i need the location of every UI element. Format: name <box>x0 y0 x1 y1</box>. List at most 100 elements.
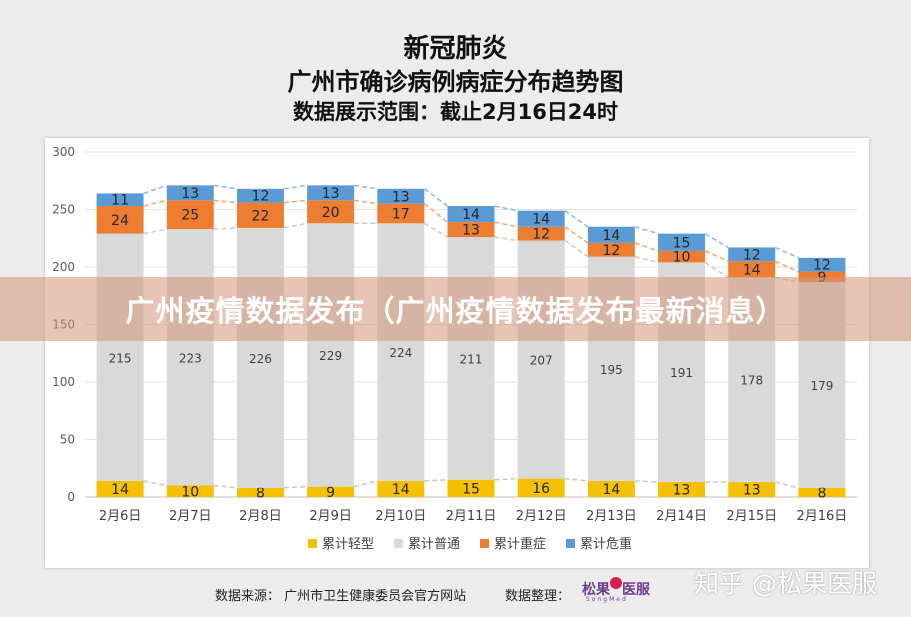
data-label: 14 <box>602 228 620 244</box>
chart-title-line1: 新冠肺炎 <box>403 34 508 64</box>
data-label: 15 <box>462 481 480 497</box>
bar-segment <box>166 485 214 497</box>
x-tick-label: 2月7日 <box>169 509 212 524</box>
data-label: 195 <box>600 363 623 377</box>
bar-segment <box>236 202 284 228</box>
data-label: 13 <box>743 483 761 499</box>
series-connector-line <box>143 480 167 487</box>
bar-segment <box>377 223 425 481</box>
series-connector-line <box>774 260 799 273</box>
bar-segment <box>166 229 214 486</box>
series-connector-line <box>143 228 167 235</box>
bar-segment <box>447 479 495 497</box>
bar-segment <box>728 247 776 262</box>
series-connector-line <box>704 250 729 262</box>
series-connector-line <box>774 246 799 259</box>
data-label: 10 <box>181 484 199 500</box>
data-label: 211 <box>460 352 483 366</box>
bar-segment <box>236 188 284 203</box>
logo-text-right: 医服 <box>622 582 650 598</box>
data-label: 14 <box>392 482 410 498</box>
legend-swatch <box>566 539 575 548</box>
data-label: 14 <box>743 262 761 278</box>
bar-segment <box>377 480 425 497</box>
data-label: 12 <box>252 189 270 205</box>
bar-segment <box>307 223 355 487</box>
x-tick-label: 2月13日 <box>586 509 637 524</box>
series-connector-line <box>283 199 308 204</box>
chart-card: 0501001502002503001421524112月6日102232513… <box>45 138 869 568</box>
series-connector-line <box>213 227 237 230</box>
songmed-logo: 松果 医服 SongMed <box>582 577 658 605</box>
logo-subtext: SongMed <box>586 596 628 603</box>
series-connector-line <box>634 226 659 235</box>
series-connector-line <box>213 184 238 190</box>
bar-segment <box>517 210 565 227</box>
legend-swatch <box>394 539 403 548</box>
series-connector-line <box>213 484 238 489</box>
series-connector-line <box>423 222 448 238</box>
data-label: 10 <box>673 250 691 266</box>
data-label: 9 <box>326 485 335 501</box>
organizer-label: 数据整理： <box>505 589 571 604</box>
bar-segment <box>96 206 144 234</box>
data-label: 12 <box>602 243 620 259</box>
stacked-bar-chart: 0501001502002503001421524112月6日102232513… <box>52 145 857 552</box>
x-tick-label: 2月15日 <box>726 509 777 524</box>
series-connector-line <box>283 222 308 229</box>
data-label: 14 <box>602 482 620 498</box>
data-label: 223 <box>179 351 202 365</box>
legend-label: 累计轻型 <box>322 537 374 552</box>
logo-text-left: 松果 <box>582 582 610 598</box>
series-connector-line <box>213 199 238 204</box>
data-label: 16 <box>532 481 550 497</box>
overlay-banner <box>0 277 911 341</box>
bar-segment <box>658 250 706 263</box>
bar-segment <box>447 222 495 238</box>
bar-segment <box>307 185 355 201</box>
series-connector-line <box>704 233 729 249</box>
series-connector-line <box>775 481 799 489</box>
chart-title-line2: 广州市确诊病例病症分布趋势图 <box>287 68 624 96</box>
series-connector-line <box>494 221 518 228</box>
series-connector-line <box>283 485 308 489</box>
bar-segment <box>307 486 355 497</box>
bar-segment <box>658 233 706 251</box>
y-tick-label: 100 <box>52 375 75 389</box>
data-label: 14 <box>532 212 550 228</box>
series-connector-line <box>354 184 378 190</box>
data-label: 215 <box>109 351 132 365</box>
zhihu-watermark: 知乎 @松果医服 <box>694 569 877 598</box>
bar-segment <box>96 233 144 481</box>
data-label: 178 <box>740 374 763 388</box>
x-tick-label: 2月6日 <box>99 509 142 524</box>
x-tick-label: 2月8日 <box>239 509 282 524</box>
x-tick-label: 2月14日 <box>656 509 707 524</box>
data-label: 11 <box>111 193 129 209</box>
bar-segment <box>447 206 495 223</box>
data-label: 13 <box>181 186 199 202</box>
bar-segment <box>517 226 565 241</box>
series-connector-line <box>634 480 659 483</box>
bar-segment <box>728 482 776 497</box>
y-tick-label: 50 <box>60 433 75 447</box>
series-connector-line <box>634 242 659 252</box>
data-source-text: 数据来源： 广州市卫生健康委员会官方网站 <box>215 589 467 604</box>
bar-segment <box>587 226 635 243</box>
bar-segment <box>96 480 144 497</box>
bar-segment <box>587 242 635 257</box>
bar-segment <box>798 487 846 497</box>
series-connector-line <box>564 226 589 244</box>
data-label: 12 <box>813 258 831 274</box>
series-connector-line <box>634 255 659 264</box>
series-connector-line <box>423 188 448 207</box>
data-label: 13 <box>462 223 480 239</box>
data-label: 15 <box>673 235 691 251</box>
bar-segment <box>798 271 846 282</box>
chart-title-line3: 数据展示范围：截止2月16日24时 <box>292 100 619 124</box>
x-tick-label: 2月16日 <box>796 509 847 524</box>
series-connector-line <box>494 205 518 212</box>
series-connector-line <box>564 210 589 228</box>
bar-segment <box>798 257 846 272</box>
x-tick-label: 2月12日 <box>516 509 567 524</box>
